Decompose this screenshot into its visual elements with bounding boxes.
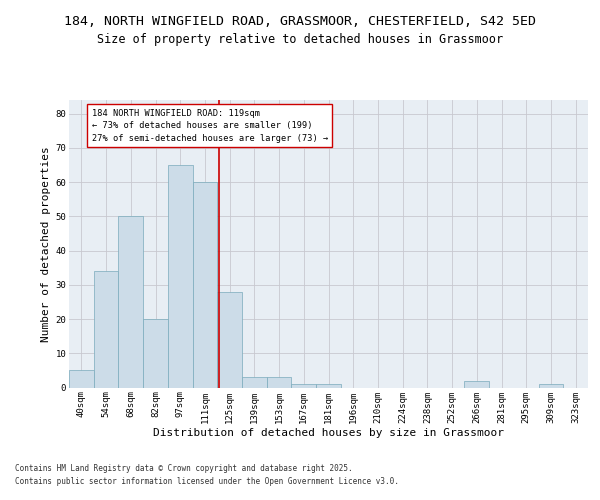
Text: 184 NORTH WINGFIELD ROAD: 119sqm
← 73% of detached houses are smaller (199)
27% : 184 NORTH WINGFIELD ROAD: 119sqm ← 73% o…: [92, 108, 328, 142]
Bar: [267, 377, 292, 388]
Text: 184, NORTH WINGFIELD ROAD, GRASSMOOR, CHESTERFIELD, S42 5ED: 184, NORTH WINGFIELD ROAD, GRASSMOOR, CH…: [64, 15, 536, 28]
Text: Size of property relative to detached houses in Grassmoor: Size of property relative to detached ho…: [97, 32, 503, 46]
Bar: [118, 216, 143, 388]
Bar: [292, 384, 316, 388]
Text: Contains public sector information licensed under the Open Government Licence v3: Contains public sector information licen…: [15, 477, 399, 486]
Bar: [168, 165, 193, 388]
Y-axis label: Number of detached properties: Number of detached properties: [41, 146, 52, 342]
Bar: [69, 370, 94, 388]
Bar: [217, 292, 242, 388]
Bar: [316, 384, 341, 388]
Bar: [143, 319, 168, 388]
Bar: [193, 182, 217, 388]
Text: Contains HM Land Registry data © Crown copyright and database right 2025.: Contains HM Land Registry data © Crown c…: [15, 464, 353, 473]
Bar: [464, 380, 489, 388]
Bar: [242, 377, 267, 388]
Bar: [94, 271, 118, 388]
X-axis label: Distribution of detached houses by size in Grassmoor: Distribution of detached houses by size …: [153, 428, 504, 438]
Bar: [539, 384, 563, 388]
